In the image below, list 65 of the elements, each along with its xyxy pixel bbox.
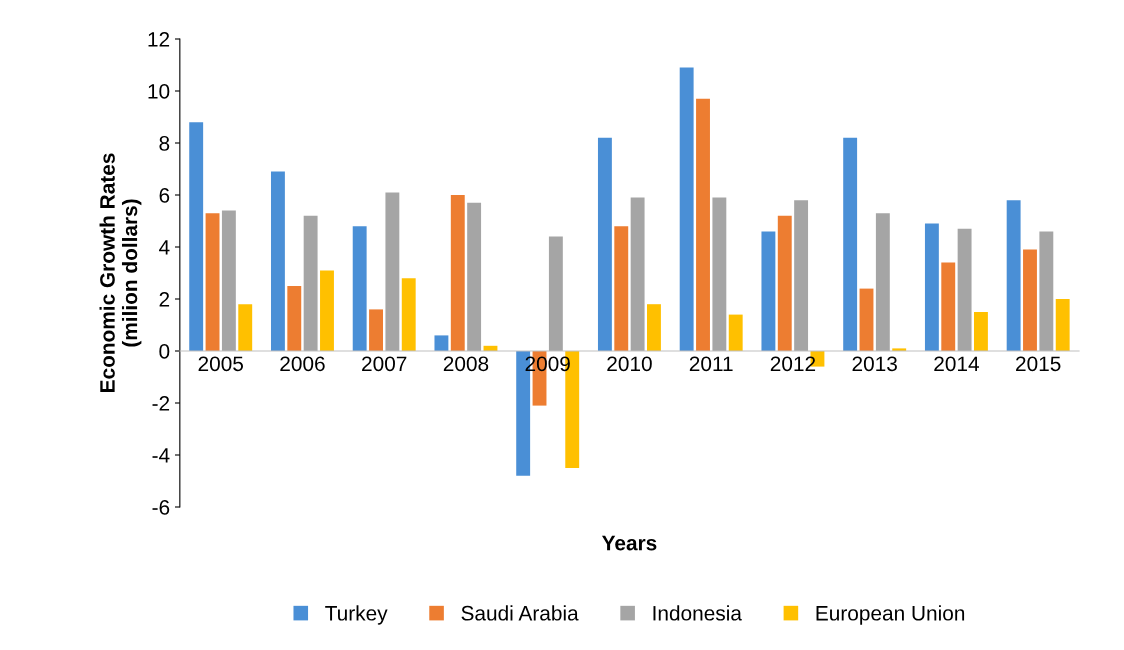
y-tick-label: 12: [148, 32, 170, 47]
bar: [777, 215, 792, 351]
bar: [794, 200, 809, 351]
legend-label: Turkey: [325, 605, 388, 625]
x-tick-label: 2008: [443, 356, 489, 372]
bar: [287, 286, 302, 351]
legend-label: Saudi Arabia: [461, 605, 579, 621]
y-tick-label: -6: [152, 500, 170, 515]
bar: [1055, 299, 1070, 351]
y-axis-title: Economic Growth Rates (milion dollars): [99, 153, 142, 392]
legend-label: European Union: [816, 605, 965, 625]
bar: [369, 309, 383, 351]
y-tick-label: -2: [152, 396, 170, 411]
bar: [320, 270, 334, 351]
x-tick-label: 2015: [1016, 356, 1061, 372]
bar: [696, 98, 710, 351]
bar: [401, 278, 416, 351]
bar: [647, 304, 661, 351]
bar: [303, 215, 318, 351]
x-tick-label: 2007: [362, 356, 407, 372]
bar: [941, 262, 956, 351]
bar: [1023, 249, 1037, 351]
y-tick-label: 4: [159, 240, 170, 255]
y-tick-label: 10: [148, 84, 170, 99]
x-tick-label: 2013: [852, 356, 897, 372]
y-tick-label: -4: [152, 448, 170, 463]
bar: [761, 231, 776, 351]
bar: [238, 304, 253, 351]
x-tick-label: 2012: [770, 356, 816, 372]
y-tick-label: 8: [159, 136, 170, 151]
x-axis-title: Years: [601, 535, 657, 551]
bar: [270, 171, 285, 351]
legend-label: Indonesia: [653, 605, 742, 621]
x-tick-label: 2014: [934, 356, 979, 372]
x-tick-label: 2010: [607, 356, 652, 372]
y-tick-label: 0: [159, 344, 170, 359]
x-tick-label: 2011: [689, 356, 733, 372]
bar: [385, 192, 400, 351]
bar: [924, 223, 939, 351]
y-tick-label: 6: [159, 188, 170, 203]
x-tick-label: 2006: [280, 356, 325, 372]
bar: [434, 335, 449, 351]
bar: [1006, 200, 1021, 351]
bar: [205, 213, 220, 351]
bar: [450, 195, 465, 351]
bar: [859, 288, 874, 351]
bar: [189, 122, 204, 351]
bar: [843, 137, 858, 351]
bar: [597, 137, 612, 351]
x-tick-label: 2005: [198, 356, 244, 372]
bar: [679, 67, 694, 351]
bar: [875, 213, 890, 351]
x-tick-label: 2009: [525, 356, 570, 372]
bar: [728, 314, 743, 351]
y-tick-label: 2: [159, 292, 170, 307]
bar: [974, 312, 988, 351]
bar: [1039, 231, 1054, 351]
bar: [467, 202, 482, 351]
bar: [548, 236, 563, 351]
bar: [352, 226, 367, 351]
bar: [614, 226, 629, 351]
bar: [221, 210, 236, 351]
bar: [957, 228, 972, 351]
bar: [712, 197, 727, 351]
bar: [630, 197, 645, 351]
